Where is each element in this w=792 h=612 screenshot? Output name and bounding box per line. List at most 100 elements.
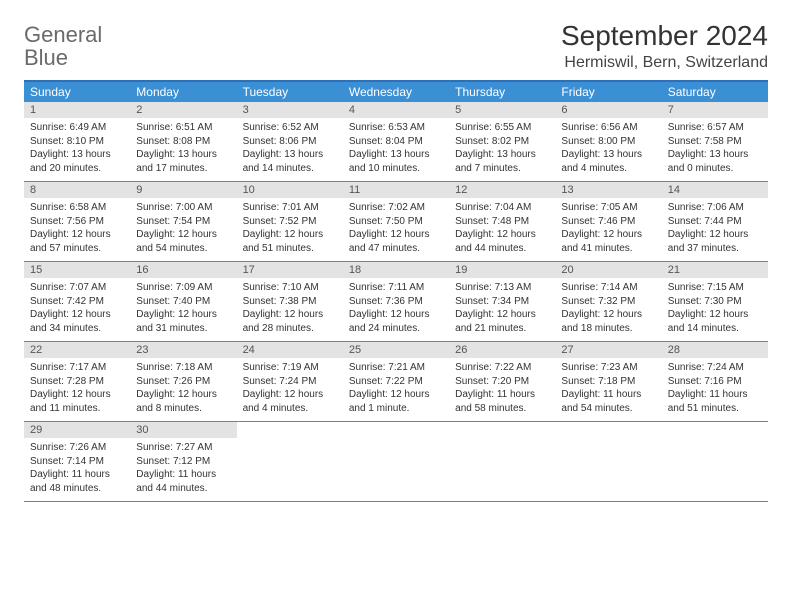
day-27: 27 Sunrise: 7:23 AMSunset: 7:18 PMDayligh… [555, 342, 661, 421]
day-number: 12 [449, 182, 555, 198]
day-14: 14 Sunrise: 7:06 AMSunset: 7:44 PMDayligh… [662, 182, 768, 261]
day-details: Sunrise: 7:27 AMSunset: 7:12 PMDaylight:… [130, 441, 236, 495]
day-number: 27 [555, 342, 661, 358]
day-details: Sunrise: 7:26 AMSunset: 7:14 PMDaylight:… [24, 441, 130, 495]
day-19: 19 Sunrise: 7:13 AMSunset: 7:34 PMDayligh… [449, 262, 555, 341]
day-number: 21 [662, 262, 768, 278]
day-8: 8 Sunrise: 6:58 AMSunset: 7:56 PMDaylight… [24, 182, 130, 261]
day-details: Sunrise: 7:13 AMSunset: 7:34 PMDaylight:… [449, 281, 555, 335]
day-details: Sunrise: 7:07 AMSunset: 7:42 PMDaylight:… [24, 281, 130, 335]
day-2: 2 Sunrise: 6:51 AMSunset: 8:08 PMDaylight… [130, 102, 236, 181]
day-details: Sunrise: 7:11 AMSunset: 7:36 PMDaylight:… [343, 281, 449, 335]
day-details: Sunrise: 7:14 AMSunset: 7:32 PMDaylight:… [555, 281, 661, 335]
day-empty [555, 422, 661, 501]
day-30: 30 Sunrise: 7:27 AMSunset: 7:12 PMDayligh… [130, 422, 236, 501]
day-number: 16 [130, 262, 236, 278]
week-row: 1 Sunrise: 6:49 AMSunset: 8:10 PMDaylight… [24, 102, 768, 182]
day-18: 18 Sunrise: 7:11 AMSunset: 7:36 PMDayligh… [343, 262, 449, 341]
day-16: 16 Sunrise: 7:09 AMSunset: 7:40 PMDayligh… [130, 262, 236, 341]
day-1: 1 Sunrise: 6:49 AMSunset: 8:10 PMDaylight… [24, 102, 130, 181]
day-number: 24 [237, 342, 343, 358]
day-details: Sunrise: 6:53 AMSunset: 8:04 PMDaylight:… [343, 121, 449, 175]
day-22: 22 Sunrise: 7:17 AMSunset: 7:28 PMDayligh… [24, 342, 130, 421]
day-21: 21 Sunrise: 7:15 AMSunset: 7:30 PMDayligh… [662, 262, 768, 341]
day-number: 20 [555, 262, 661, 278]
day-number: 25 [343, 342, 449, 358]
day-details: Sunrise: 7:01 AMSunset: 7:52 PMDaylight:… [237, 201, 343, 255]
day-7: 7Sunrise: 6:57 AMSunset: 7:58 PMDaylight… [662, 102, 768, 181]
day-details: Sunrise: 6:51 AMSunset: 8:08 PMDaylight:… [130, 121, 236, 175]
day-5: 5 Sunrise: 6:55 AMSunset: 8:02 PMDaylight… [449, 102, 555, 181]
week-row: 15 Sunrise: 7:07 AMSunset: 7:42 PMDayligh… [24, 262, 768, 342]
day-number: 19 [449, 262, 555, 278]
day-number: 29 [24, 422, 130, 438]
day-4: 4 Sunrise: 6:53 AMSunset: 8:04 PMDaylight… [343, 102, 449, 181]
day-number: 4 [343, 102, 449, 118]
day-number: 22 [24, 342, 130, 358]
day-9: 9 Sunrise: 7:00 AMSunset: 7:54 PMDaylight… [130, 182, 236, 261]
day-empty [449, 422, 555, 501]
day-details: Sunrise: 6:58 AMSunset: 7:56 PMDaylight:… [24, 201, 130, 255]
day-details: Sunrise: 7:04 AMSunset: 7:48 PMDaylight:… [449, 201, 555, 255]
day-number: 28 [662, 342, 768, 358]
header: General Blue September 2024 Hermiswil, B… [24, 20, 768, 72]
day-25: 25 Sunrise: 7:21 AMSunset: 7:22 PMDayligh… [343, 342, 449, 421]
day-details: Sunrise: 7:24 AMSunset: 7:16 PMDaylight:… [662, 361, 768, 415]
logo-word1: General [24, 22, 102, 47]
day-23: 23Sunrise: 7:18 AMSunset: 7:26 PMDayligh… [130, 342, 236, 421]
day-11: 11Sunrise: 7:02 AMSunset: 7:50 PMDayligh… [343, 182, 449, 261]
month-title: September 2024 [561, 20, 768, 52]
day-number: 14 [662, 182, 768, 198]
weeks-container: 1 Sunrise: 6:49 AMSunset: 8:10 PMDaylight… [24, 102, 768, 502]
day-10: 10 Sunrise: 7:01 AMSunset: 7:52 PMDayligh… [237, 182, 343, 261]
day-number: 15 [24, 262, 130, 278]
day-details: Sunrise: 7:06 AMSunset: 7:44 PMDaylight:… [662, 201, 768, 255]
title-block: September 2024 Hermiswil, Bern, Switzerl… [561, 20, 768, 72]
dow-wednesday: Wednesday [343, 82, 449, 102]
day-details: Sunrise: 7:19 AMSunset: 7:24 PMDaylight:… [237, 361, 343, 415]
day-number: 30 [130, 422, 236, 438]
day-number: 17 [237, 262, 343, 278]
dow-saturday: Saturday [662, 82, 768, 102]
day-number: 13 [555, 182, 661, 198]
day-number: 6 [555, 102, 661, 118]
dow-thursday: Thursday [449, 82, 555, 102]
day-number: 9 [130, 182, 236, 198]
day-details: Sunrise: 6:57 AMSunset: 7:58 PMDaylight:… [662, 121, 768, 175]
calendar: SundayMondayTuesdayWednesdayThursdayFrid… [24, 80, 768, 502]
day-20: 20 Sunrise: 7:14 AMSunset: 7:32 PMDayligh… [555, 262, 661, 341]
day-details: Sunrise: 7:15 AMSunset: 7:30 PMDaylight:… [662, 281, 768, 335]
day-details: Sunrise: 7:00 AMSunset: 7:54 PMDaylight:… [130, 201, 236, 255]
day-details: Sunrise: 6:52 AMSunset: 8:06 PMDaylight:… [237, 121, 343, 175]
day-13: 13Sunrise: 7:05 AMSunset: 7:46 PMDayligh… [555, 182, 661, 261]
day-number: 10 [237, 182, 343, 198]
day-details: Sunrise: 7:10 AMSunset: 7:38 PMDaylight:… [237, 281, 343, 335]
day-number: 18 [343, 262, 449, 278]
day-details: Sunrise: 6:49 AMSunset: 8:10 PMDaylight:… [24, 121, 130, 175]
day-12: 12 Sunrise: 7:04 AMSunset: 7:48 PMDayligh… [449, 182, 555, 261]
day-details: Sunrise: 7:17 AMSunset: 7:28 PMDaylight:… [24, 361, 130, 415]
day-details: Sunrise: 7:02 AMSunset: 7:50 PMDaylight:… [343, 201, 449, 255]
day-details: Sunrise: 7:09 AMSunset: 7:40 PMDaylight:… [130, 281, 236, 335]
day-details: Sunrise: 6:56 AMSunset: 8:00 PMDaylight:… [555, 121, 661, 175]
day-details: Sunrise: 7:22 AMSunset: 7:20 PMDaylight:… [449, 361, 555, 415]
day-details: Sunrise: 7:21 AMSunset: 7:22 PMDaylight:… [343, 361, 449, 415]
day-number: 1 [24, 102, 130, 118]
day-empty [237, 422, 343, 501]
dow-friday: Friday [555, 82, 661, 102]
week-row: 22 Sunrise: 7:17 AMSunset: 7:28 PMDayligh… [24, 342, 768, 422]
day-empty [343, 422, 449, 501]
dow-sunday: Sunday [24, 82, 130, 102]
day-details: Sunrise: 6:55 AMSunset: 8:02 PMDaylight:… [449, 121, 555, 175]
day-details: Sunrise: 7:23 AMSunset: 7:18 PMDaylight:… [555, 361, 661, 415]
day-number: 2 [130, 102, 236, 118]
day-number: 26 [449, 342, 555, 358]
day-28: 28 Sunrise: 7:24 AMSunset: 7:16 PMDayligh… [662, 342, 768, 421]
day-3: 3Sunrise: 6:52 AMSunset: 8:06 PMDaylight… [237, 102, 343, 181]
day-number: 8 [24, 182, 130, 198]
day-number: 5 [449, 102, 555, 118]
day-empty [662, 422, 768, 501]
location: Hermiswil, Bern, Switzerland [561, 54, 768, 72]
dow-monday: Monday [130, 82, 236, 102]
day-17: 17 Sunrise: 7:10 AMSunset: 7:38 PMDayligh… [237, 262, 343, 341]
